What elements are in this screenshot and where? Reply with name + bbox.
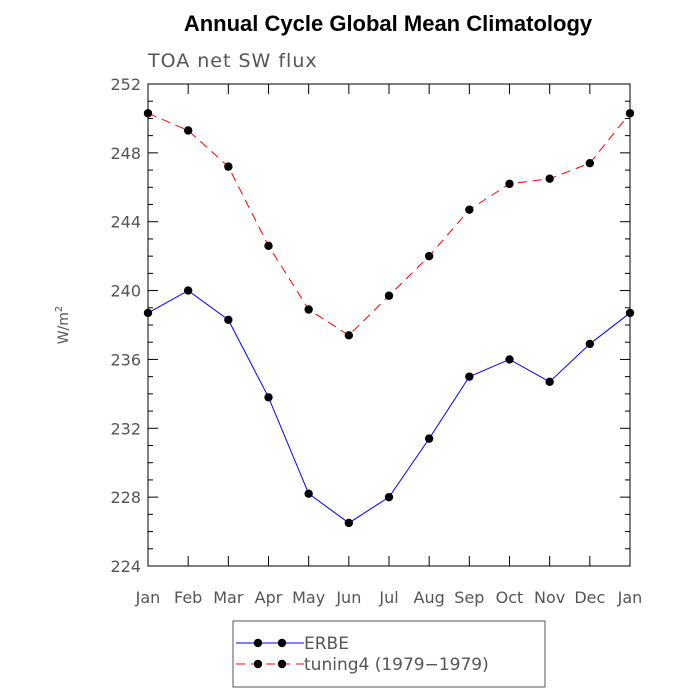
data-point	[384, 492, 394, 502]
x-tick-label: Jan	[135, 588, 161, 607]
data-point	[384, 291, 394, 300]
x-tick-label: Aug	[414, 588, 445, 607]
y-axis-label: W/m2	[54, 306, 72, 345]
y-tick-label: 248	[110, 144, 141, 163]
series-line	[147, 289, 631, 524]
series-line	[147, 112, 631, 336]
x-tick-label: Dec	[574, 588, 605, 607]
x-tick-label: Mar	[213, 588, 244, 607]
y-tick-label: 232	[110, 419, 141, 438]
y-tick-label: 252	[110, 75, 141, 94]
data-point	[585, 339, 595, 349]
y-tick-label: 244	[110, 213, 141, 232]
data-point	[465, 205, 474, 214]
data-point	[344, 331, 354, 340]
x-tick-label: Sep	[454, 588, 484, 607]
chart-title: Annual Cycle Global Mean Climatology	[184, 11, 593, 36]
series-layer	[143, 109, 635, 528]
y-tick-label: 228	[110, 488, 141, 507]
data-point	[545, 174, 554, 183]
legend-marker	[277, 659, 287, 669]
data-point	[505, 355, 514, 364]
x-tick-label: Jun	[335, 588, 361, 607]
data-point	[183, 126, 193, 135]
data-point	[264, 393, 273, 402]
data-point	[143, 308, 153, 318]
y-tick-label: 224	[110, 557, 141, 576]
data-point	[224, 162, 233, 171]
data-point	[505, 179, 514, 189]
chart-subtitle: TOA net SW flux	[147, 50, 318, 72]
data-point	[344, 518, 354, 528]
data-point	[424, 251, 434, 261]
data-point	[424, 434, 434, 443]
x-tick-label: May	[292, 588, 325, 607]
y-tick-label: 240	[110, 282, 141, 301]
x-tick-label: Apr	[255, 588, 283, 607]
legend-box	[232, 620, 546, 688]
legend-marker	[277, 638, 287, 648]
data-point	[625, 308, 635, 318]
legend-label: ERBE	[304, 634, 349, 654]
data-point	[304, 305, 313, 314]
data-point	[264, 241, 273, 251]
axes: 224 228 232 236 240 244 248 252 Jan Feb Mar Apr May J…	[110, 75, 642, 607]
x-tick-label: Jan	[617, 588, 643, 607]
x-tick-label: Jul	[378, 588, 398, 607]
x-tick-label: Oct	[496, 588, 524, 607]
data-point	[545, 377, 554, 387]
x-tick-label: Nov	[534, 588, 565, 607]
data-point	[585, 158, 595, 168]
x-tick-label: Feb	[174, 588, 202, 607]
data-point	[304, 489, 313, 498]
data-point	[143, 109, 153, 118]
data-point	[625, 109, 635, 118]
data-point	[183, 286, 193, 295]
data-point	[465, 372, 474, 381]
series-1	[143, 286, 635, 528]
series-2	[143, 109, 635, 340]
y-tick-label: 236	[110, 350, 141, 369]
legend-label: tuning4 (1979−1979)	[304, 655, 489, 675]
legend-marker	[253, 659, 263, 669]
legend-marker	[253, 638, 263, 648]
data-point	[224, 315, 233, 325]
